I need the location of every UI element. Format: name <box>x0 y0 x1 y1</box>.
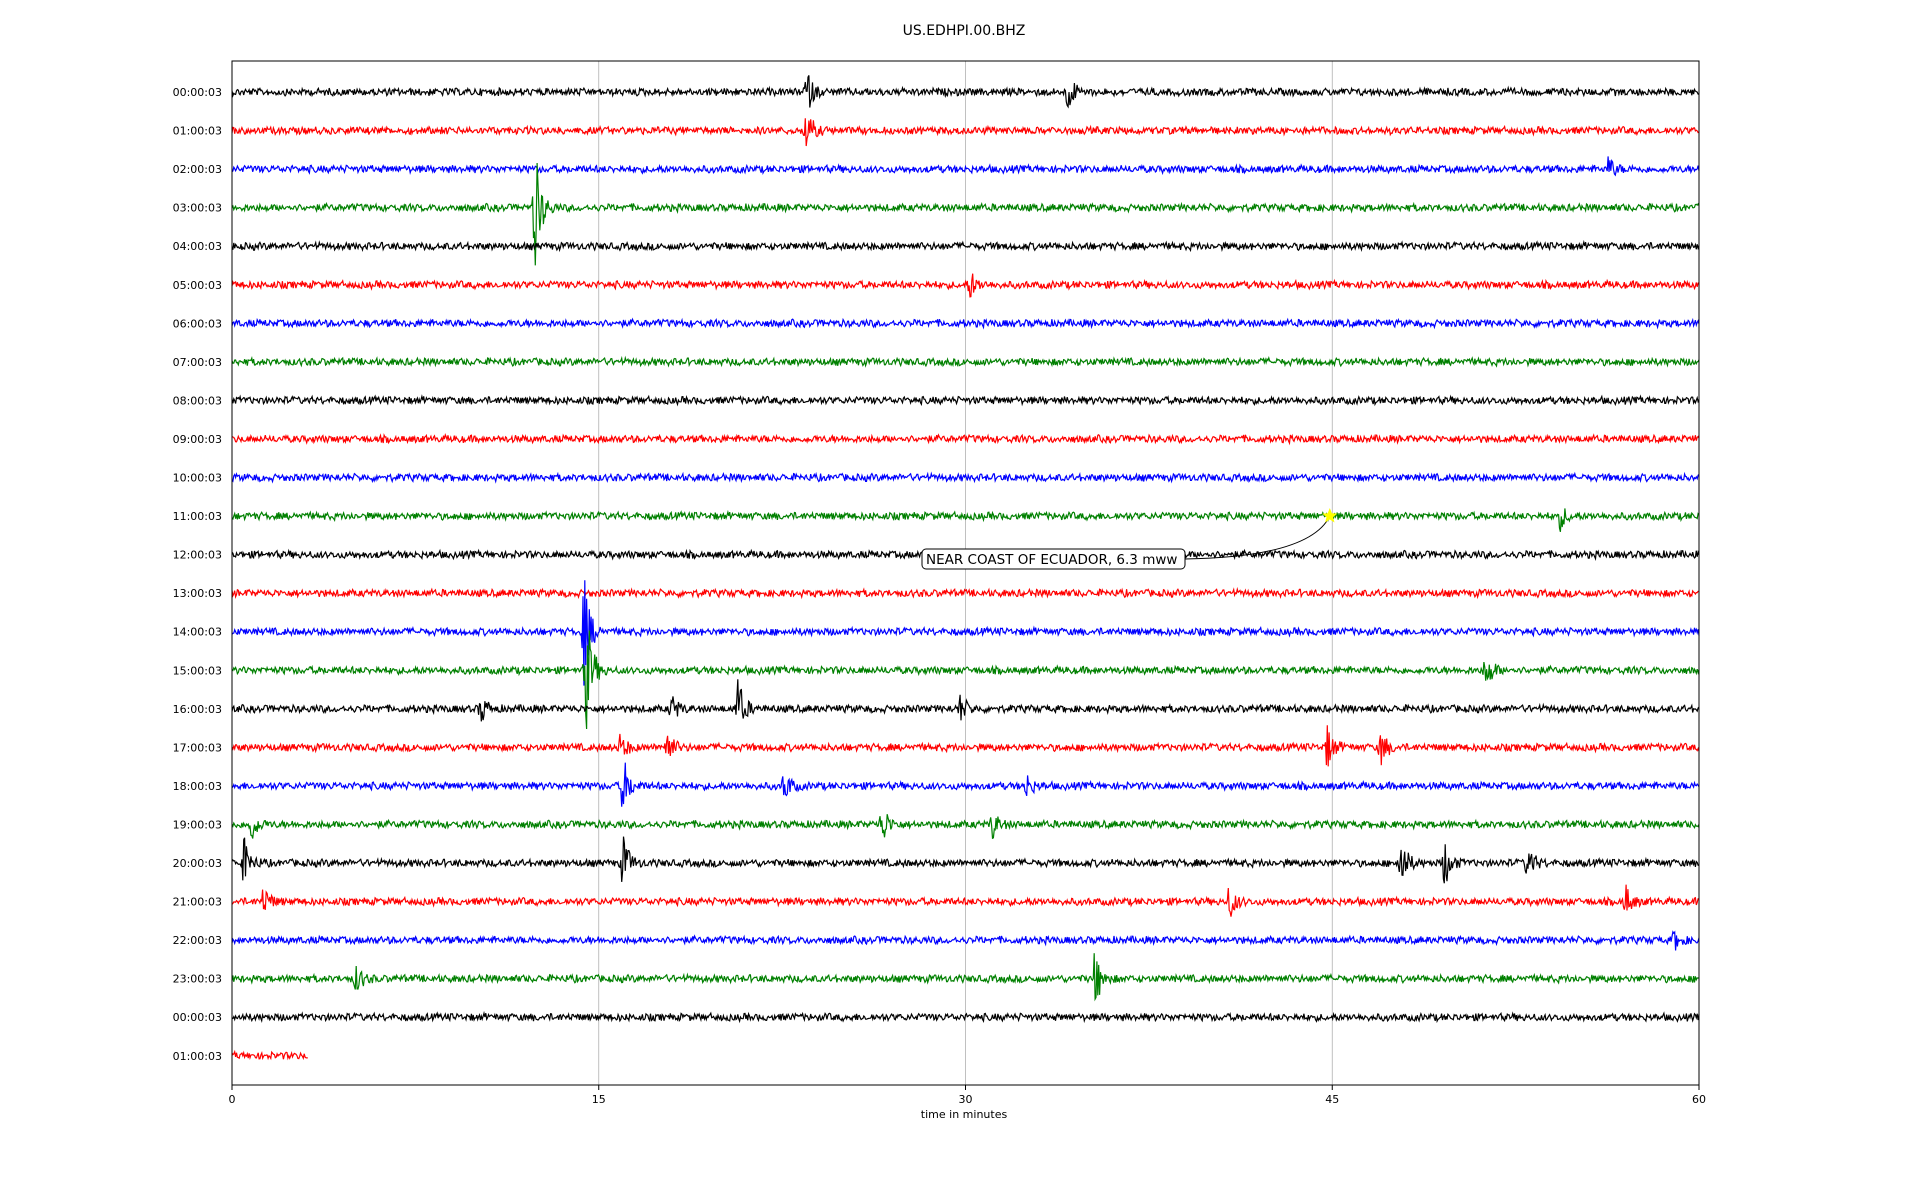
trace-line <box>231 679 1700 722</box>
y-tick-label: 21:00:03 <box>173 896 222 909</box>
y-tick-label: 22:00:03 <box>173 934 222 947</box>
y-tick-label: 23:00:03 <box>173 973 222 986</box>
y-tick-label: 05:00:03 <box>173 279 222 292</box>
trace-line <box>231 930 1700 951</box>
chart-title: US.EDHPI.00.BHZ <box>903 23 1026 39</box>
y-tick-label: 00:00:03 <box>173 86 222 99</box>
trace-line <box>231 317 1700 330</box>
y-tick-label: 16:00:03 <box>173 703 222 716</box>
trace-line <box>231 355 1700 368</box>
y-tick-labels: 00:00:03 01:00:03 02:00:03 03:00:03 04:00:03… <box>173 86 222 1063</box>
y-tick-label: 19:00:03 <box>173 818 222 831</box>
y-tick-label: 02:00:03 <box>173 163 222 176</box>
x-ticks: 0 15 30 45 60 <box>229 1085 1706 1106</box>
y-tick-label: 01:00:03 <box>173 125 222 138</box>
y-tick-label: 01:00:03 <box>173 1050 222 1063</box>
y-tick-label: 07:00:03 <box>173 356 222 369</box>
y-tick-label: 09:00:03 <box>173 433 222 446</box>
trace-line <box>231 586 1699 600</box>
trace-line <box>231 814 1700 840</box>
trace-line <box>231 156 1700 177</box>
y-tick-label: 18:00:03 <box>173 780 222 793</box>
event-star-marker <box>1322 508 1338 523</box>
y-tick-label: 04:00:03 <box>173 240 222 253</box>
trace-line <box>231 162 1700 266</box>
trace-line <box>231 1010 1700 1024</box>
x-axis-label: time in minutes <box>921 1108 1008 1121</box>
y-tick-label: 15:00:03 <box>173 664 222 677</box>
y-tick-label: 10:00:03 <box>173 472 222 485</box>
trace-line <box>231 725 1700 767</box>
trace-line <box>231 953 1699 1002</box>
trace-line <box>231 836 1700 884</box>
y-tick-label: 06:00:03 <box>173 317 222 330</box>
annotation-box <box>921 548 1186 570</box>
y-tick-label: 20:00:03 <box>173 857 222 870</box>
trace-line <box>231 118 1700 147</box>
trace-line <box>231 239 1700 253</box>
y-tick-label: 11:00:03 <box>173 510 222 523</box>
y-tick-label: 13:00:03 <box>173 587 222 600</box>
trace-line <box>231 1049 308 1061</box>
x-tick-label: 0 <box>229 1093 236 1106</box>
trace-line <box>231 432 1700 446</box>
y-tick-label: 17:00:03 <box>173 741 222 754</box>
y-tick-label: 12:00:03 <box>173 549 222 562</box>
x-tick-label: 30 <box>959 1093 973 1106</box>
y-tick-label: 08:00:03 <box>173 394 222 407</box>
trace-group <box>231 75 1700 1061</box>
trace-line <box>231 273 1700 298</box>
trace-line <box>231 762 1700 807</box>
event-annotation: NEAR COAST OF ECUADOR, 6.3 mww <box>921 508 1338 570</box>
x-tick-label: 45 <box>1325 1093 1339 1106</box>
trace-line <box>231 580 1700 686</box>
grid-lines <box>598 61 1333 1085</box>
annotation-connector <box>1184 515 1331 560</box>
y-tick-label: 03:00:03 <box>173 202 222 215</box>
x-tick-label: 15 <box>592 1093 606 1106</box>
x-tick-label: 60 <box>1692 1093 1706 1106</box>
trace-line <box>231 630 1700 730</box>
annotation-label: NEAR COAST OF ECUADOR, 6.3 mww <box>926 552 1177 568</box>
trace-line <box>231 471 1700 484</box>
trace-line <box>231 508 1700 533</box>
trace-line <box>231 884 1700 917</box>
trace-line <box>231 394 1700 407</box>
y-tick-label: 00:00:03 <box>173 1011 222 1024</box>
y-tick-label: 14:00:03 <box>173 626 222 639</box>
trace-line <box>231 75 1700 109</box>
